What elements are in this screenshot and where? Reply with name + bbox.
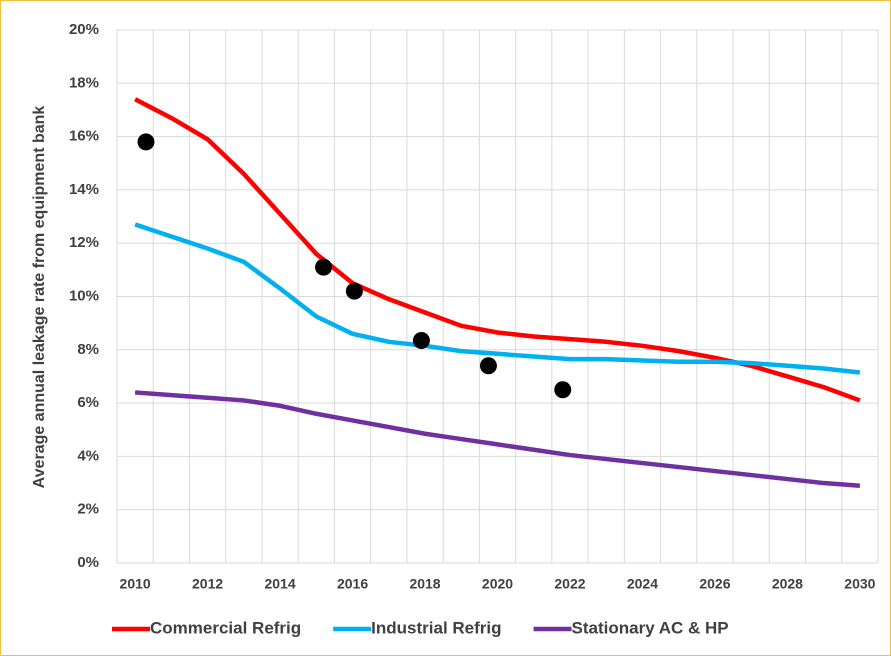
data-point: [315, 258, 333, 276]
series-line: [134, 390, 861, 488]
legend-label: Commercial Refrig: [150, 618, 301, 637]
x-tick-label: 2020: [482, 576, 513, 592]
x-tick-label: 2018: [409, 576, 440, 592]
y-tick-label: 10%: [69, 287, 99, 304]
legend-label: Stationary AC & HP: [572, 618, 729, 637]
x-tick-label: 2024: [627, 576, 658, 592]
y-tick-label: 12%: [69, 234, 99, 251]
x-tick-label: 2012: [192, 576, 223, 592]
data-point: [479, 357, 497, 375]
series-line: [134, 222, 861, 375]
x-tick-label: 2030: [844, 576, 875, 592]
legend-label: Industrial Refrig: [371, 618, 501, 637]
y-tick-label: 14%: [69, 181, 99, 198]
y-axis-label: Average annual leakage rate from equipme…: [31, 106, 48, 489]
y-tick-label: 6%: [77, 394, 99, 411]
y-tick-label: 2%: [77, 501, 99, 518]
data-point: [137, 133, 155, 151]
y-tick-label: 18%: [69, 74, 99, 91]
y-tick-label: 20%: [69, 21, 99, 38]
y-tick-label: 16%: [69, 128, 99, 145]
data-point: [554, 381, 572, 399]
data-point: [345, 282, 363, 300]
x-tick-label: 2014: [264, 576, 295, 592]
x-tick-label: 2026: [699, 576, 730, 592]
x-tick-label: 2022: [554, 576, 585, 592]
y-tick-label: 0%: [77, 554, 99, 571]
y-tick-label: 8%: [77, 341, 99, 358]
data-point: [412, 331, 430, 349]
x-tick-label: 2010: [120, 576, 151, 592]
x-tick-label: 2016: [337, 576, 368, 592]
x-tick-label: 2028: [772, 576, 803, 592]
y-tick-label: 4%: [77, 447, 99, 464]
